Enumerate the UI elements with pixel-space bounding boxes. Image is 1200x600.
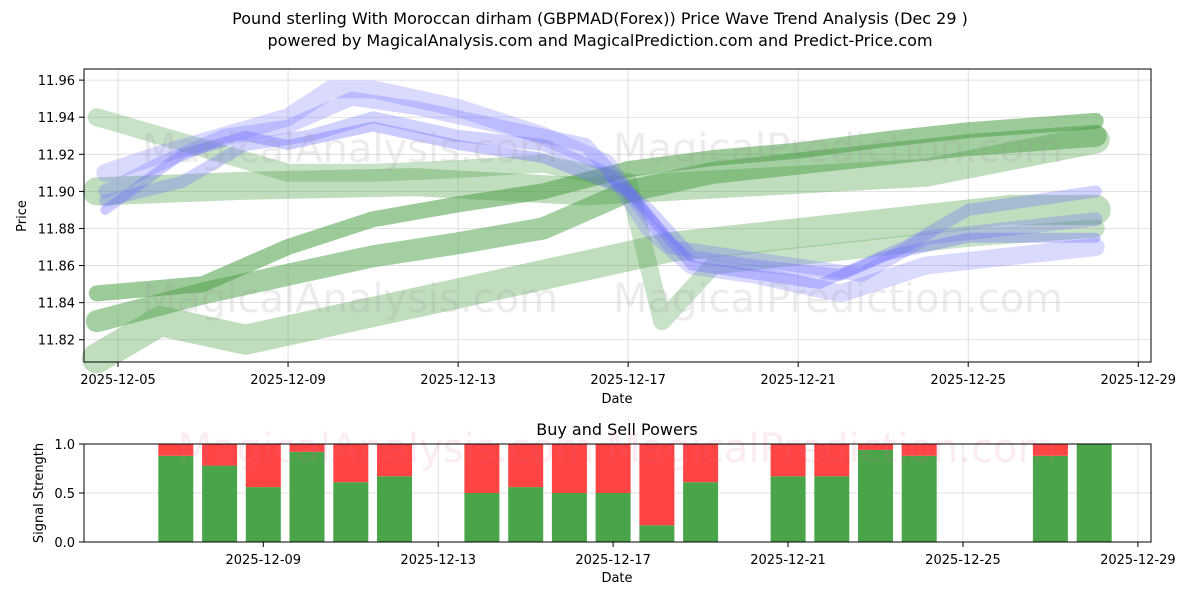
bottom-x-tick-label: 2025-12-09: [226, 553, 302, 568]
top-y-tick-label: 11.92: [38, 148, 75, 163]
sell-bar: [683, 444, 719, 483]
buy-bar: [508, 487, 544, 542]
sell-bar: [333, 444, 369, 483]
top-y-tick-label: 11.84: [38, 297, 75, 312]
sell-bar: [245, 444, 281, 488]
top-y-axis-label: Price: [15, 200, 30, 232]
bottom-chart-title: Buy and Sell Powers: [536, 420, 698, 439]
wave-series-blue-band-2: [98, 91, 1103, 282]
watermark-bottom: MagicalAnalysis.com MagicalPrediction.co…: [178, 426, 1057, 472]
buy-bar: [202, 465, 238, 542]
watermark-top-right: MagicalPrediction.com: [613, 126, 1063, 172]
top-x-axis-label: Date: [601, 392, 632, 407]
top-y-tick-label: 11.86: [38, 260, 75, 275]
bottom-axis-ticks: 2025-12-09 2025-12-13 2025-12-17 2025-12-21…: [54, 438, 1175, 568]
wave-series-green-band-3: [82, 125, 1110, 206]
buy-bar: [245, 487, 281, 542]
sell-bar: [901, 444, 937, 456]
bottom-x-tick-label: 2025-12-17: [575, 553, 651, 568]
sell-bar: [202, 444, 238, 466]
buy-bar: [377, 476, 412, 542]
top-axis-ticks: 2025-12-05 2025-12-09 2025-12-13 2025-12-17…: [38, 74, 1176, 388]
sell-bar: [377, 444, 412, 477]
sell-bar: [814, 444, 850, 477]
top-y-tick-label: 11.90: [38, 185, 75, 200]
wave-series-blue-band-3: [99, 111, 1102, 281]
sell-bar: [639, 444, 675, 526]
wave-series-green-band-1: [85, 124, 1107, 333]
buy-bar: [595, 493, 631, 542]
bottom-x-tick-label: 2025-12-25: [925, 553, 1001, 568]
buy-bar: [639, 525, 675, 542]
top-x-tick-label: 2025-12-13: [420, 373, 496, 388]
sell-bar: [770, 444, 806, 477]
buy-bar: [901, 455, 937, 542]
sell-bar: [158, 444, 194, 456]
watermark-top-left: MagicalAnalysis.com: [142, 126, 558, 172]
bottom-x-tick-label: 2025-12-13: [400, 553, 476, 568]
sell-bar: [464, 444, 500, 493]
bottom-y-tick-label: 1.0: [54, 438, 75, 453]
bottom-bars-layer: [158, 444, 1112, 542]
buy-bar: [1032, 455, 1068, 542]
watermark-mid-left: MagicalAnalysis.com: [142, 276, 558, 322]
top-x-tick-label: 2025-12-09: [250, 373, 326, 388]
bottom-x-tick-label: 2025-12-21: [750, 553, 826, 568]
top-y-tick-label: 11.88: [38, 222, 75, 237]
wave-series-blue-band-1: [96, 80, 1105, 303]
buy-bar: [1076, 444, 1112, 542]
wave-series-green-band-2: [81, 194, 1111, 374]
top-x-tick-label: 2025-12-17: [590, 373, 666, 388]
wave-series-green-band-4: [88, 112, 1104, 302]
chart-title-line-2: powered by MagicalAnalysis.com and Magic…: [267, 31, 933, 50]
buy-bar: [333, 482, 369, 542]
sell-bar: [595, 444, 631, 493]
buy-bar: [858, 449, 893, 542]
top-x-tick-label: 2025-12-21: [760, 373, 836, 388]
top-y-tick-label: 11.94: [38, 111, 75, 126]
bottom-y-tick-label: 0.0: [54, 536, 75, 551]
buy-bar: [814, 476, 850, 542]
sell-bar: [508, 444, 544, 488]
bottom-x-axis-label: Date: [601, 571, 632, 586]
buy-bar: [683, 482, 719, 542]
buy-bar: [551, 493, 587, 542]
top-x-tick-label: 2025-12-05: [80, 373, 156, 388]
buy-bar: [464, 493, 500, 542]
top-y-tick-label: 11.96: [38, 74, 75, 89]
sell-bar: [1032, 444, 1068, 456]
wave-series-green-band-5: [87, 108, 1105, 331]
bottom-y-axis-label: Signal Strength: [32, 443, 47, 543]
top-x-tick-label: 2025-12-25: [930, 373, 1006, 388]
chart-title-line-1: Pound sterling With Moroccan dirham (GBP…: [232, 9, 968, 28]
bottom-x-tick-label: 2025-12-29: [1100, 553, 1176, 568]
sell-bar: [858, 444, 893, 450]
buy-bar: [289, 451, 325, 542]
bottom-y-tick-label: 0.5: [54, 487, 75, 502]
watermark-mid-right: MagicalPrediction.com: [613, 276, 1063, 322]
top-series-layer: [81, 80, 1111, 374]
buy-bar: [770, 476, 806, 542]
buy-bar: [158, 455, 194, 542]
sell-bar: [289, 444, 325, 452]
top-y-tick-label: 11.82: [38, 334, 75, 349]
top-plot-frame: [83, 68, 1152, 363]
sell-bar: [551, 444, 587, 493]
wave-series-blue-band-4: [100, 121, 1101, 290]
top-x-tick-label: 2025-12-29: [1100, 373, 1176, 388]
